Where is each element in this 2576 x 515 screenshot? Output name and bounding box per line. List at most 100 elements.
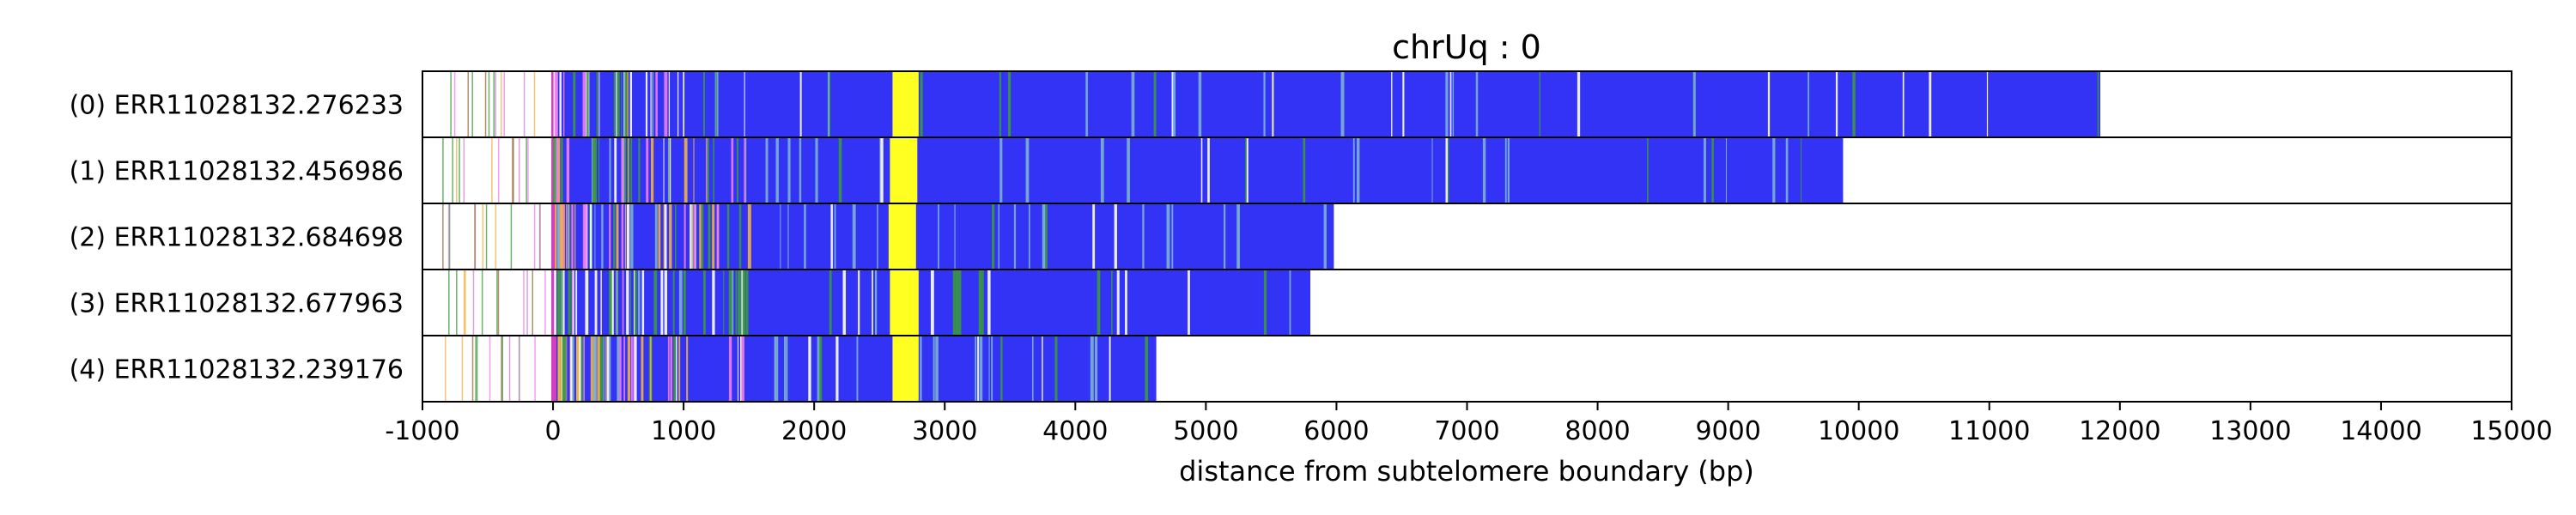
read-label: (0) ERR11028132.276233 <box>70 91 404 121</box>
motif-stripe <box>571 336 574 402</box>
motif-stripe <box>621 71 623 137</box>
motif-stripe <box>562 336 567 402</box>
motif-stripe <box>776 336 779 402</box>
motif-stripe <box>1323 203 1327 270</box>
motif-stripe <box>616 203 619 270</box>
pre-boundary-mark <box>482 203 484 270</box>
motif-stripe <box>558 336 562 402</box>
motif-stripe <box>744 137 747 203</box>
motif-stripe <box>592 137 595 203</box>
motif-stripe <box>703 71 705 137</box>
motif-stripe <box>2097 71 2099 137</box>
motif-stripe <box>649 336 652 402</box>
x-tick-label: 5000 <box>1173 416 1238 446</box>
motif-stripe <box>1116 270 1120 336</box>
boundary-marker <box>551 270 557 336</box>
motif-stripe <box>580 336 583 402</box>
motif-stripe <box>1482 137 1486 203</box>
x-tick-label: 0 <box>545 416 562 446</box>
motif-stripe <box>1000 336 1003 402</box>
pre-boundary-mark <box>475 336 477 402</box>
motif-stripe <box>999 71 1001 137</box>
motif-stripe <box>933 336 935 402</box>
motif-stripe <box>571 203 574 270</box>
motif-stripe <box>731 137 734 203</box>
motif-stripe <box>629 71 633 137</box>
motif-stripe <box>1445 71 1449 137</box>
motif-stripe <box>808 336 811 402</box>
motif-stripe <box>1028 203 1030 270</box>
motif-stripe <box>938 203 939 270</box>
pre-boundary-mark <box>472 270 475 336</box>
motif-stripe <box>1172 71 1176 137</box>
motif-stripe <box>1207 137 1210 203</box>
motif-stripe <box>1111 270 1113 336</box>
motif-stripe <box>1852 71 1856 137</box>
motif-stripe <box>819 336 823 402</box>
read-segment <box>553 336 1157 402</box>
motif-stripe <box>692 203 694 270</box>
motif-stripe <box>626 203 630 270</box>
motif-stripe <box>1431 137 1433 203</box>
motif-stripe <box>705 137 709 203</box>
motif-stripe <box>575 270 578 336</box>
pre-boundary-mark <box>496 270 498 336</box>
motif-stripe <box>1263 270 1267 336</box>
motif-stripe <box>817 336 820 402</box>
pre-boundary-mark <box>463 270 465 336</box>
x-tick-label: 6000 <box>1303 416 1369 446</box>
motif-stripe <box>568 203 571 270</box>
motif-stripe <box>747 203 751 270</box>
motif-stripe <box>594 270 598 336</box>
motif-stripe <box>663 203 665 270</box>
pre-boundary-mark <box>442 203 444 270</box>
pre-boundary-mark <box>450 71 452 137</box>
motif-stripe <box>852 203 856 270</box>
pre-boundary-mark <box>501 336 502 402</box>
motif-stripe <box>658 203 661 270</box>
motif-stripe <box>992 203 995 270</box>
pre-boundary-mark <box>452 137 453 203</box>
pre-boundary-mark <box>456 270 458 336</box>
motif-stripe <box>566 137 570 203</box>
motif-stripe <box>683 71 685 137</box>
motif-stripe <box>877 203 878 270</box>
motif-stripe <box>780 203 781 270</box>
motif-stripe <box>660 270 664 336</box>
pre-boundary-mark <box>474 203 476 270</box>
motif-stripe <box>693 137 695 203</box>
motif-stripe <box>1725 137 1728 203</box>
motif-stripe <box>613 71 616 137</box>
pre-boundary-mark <box>481 270 483 336</box>
motif-stripe <box>715 71 717 137</box>
motif-stripe <box>1703 137 1706 203</box>
motif-stripe <box>1188 270 1190 336</box>
motif-stripe <box>1772 137 1776 203</box>
read-segment <box>553 203 1334 270</box>
boundary-marker <box>551 203 557 270</box>
motif-stripe <box>1507 137 1510 203</box>
read-row: (2) ERR11028132.684698 <box>70 203 2512 270</box>
motif-stripe <box>621 203 624 270</box>
motif-stripe <box>1246 137 1249 203</box>
motif-stripe <box>638 137 641 203</box>
motif-stripe <box>1402 71 1405 137</box>
motif-stripe <box>641 270 645 336</box>
motif-stripe <box>1042 203 1046 270</box>
motif-stripe <box>728 270 732 336</box>
pre-boundary-mark <box>489 336 491 402</box>
motif-stripe <box>690 203 693 270</box>
motif-stripe <box>652 71 654 137</box>
motif-stripe <box>875 270 878 336</box>
pre-boundary-mark <box>513 137 514 203</box>
motif-stripe <box>586 71 589 137</box>
motif-stripe <box>568 270 571 336</box>
motif-stripe <box>601 203 604 270</box>
motif-stripe <box>673 336 677 402</box>
motif-stripe <box>1356 137 1360 203</box>
motif-stripe <box>1054 336 1058 402</box>
pre-boundary-mark <box>471 71 473 137</box>
motif-stripe <box>828 71 830 137</box>
motif-stripe <box>629 270 631 336</box>
motif-stripe <box>556 203 560 270</box>
